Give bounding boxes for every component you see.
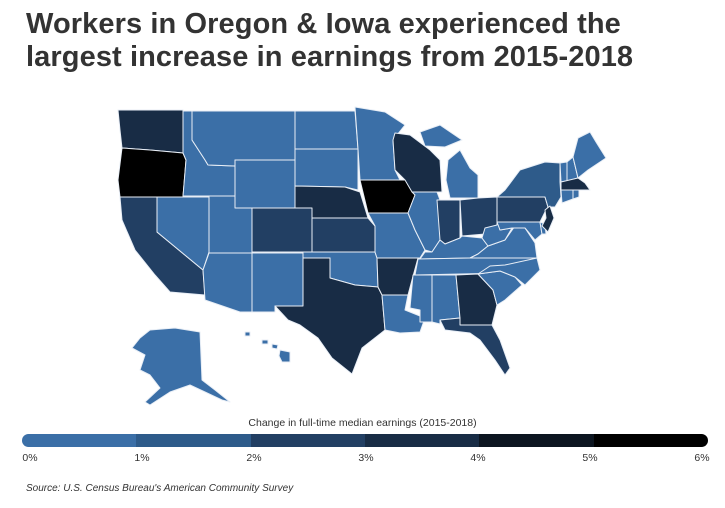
legend-swatch-1: [136, 434, 251, 447]
chart-title: Workers in Oregon & Iowa experienced the…: [26, 8, 634, 73]
state-or: [117, 147, 187, 198]
legend-swatch-0: [22, 434, 137, 447]
state-fl: [439, 317, 511, 376]
state-ak: [131, 327, 231, 406]
legend-color-bar: [22, 434, 708, 447]
state-hi: [271, 343, 279, 350]
state-nm: [251, 252, 304, 313]
legend-tick-label: 2%: [246, 452, 262, 464]
state-il: [407, 191, 441, 253]
state-in: [436, 199, 461, 245]
state-mt: [191, 110, 296, 167]
state-nd: [294, 110, 359, 150]
state-hi: [278, 349, 291, 363]
state-hi: [261, 339, 269, 345]
state-mi: [445, 149, 479, 199]
legend-tick-label: 3%: [358, 452, 374, 464]
state-nc: [477, 257, 541, 286]
legend-caption: Change in full-time median earnings (201…: [248, 417, 477, 429]
state-mi: [419, 124, 463, 148]
state-ri: [572, 189, 580, 200]
state-va: [469, 225, 538, 259]
state-wa: [117, 109, 184, 154]
legend-tick-label: 1%: [134, 452, 150, 464]
state-ia: [359, 179, 416, 214]
state-wy: [234, 159, 296, 209]
state-me: [572, 131, 607, 179]
state-pa: [496, 196, 549, 223]
state-ct: [560, 189, 574, 204]
legend-swatch-2: [250, 434, 365, 447]
legend-tick-label: 6%: [694, 452, 710, 464]
state-tx: [274, 257, 386, 375]
state-hi: [244, 331, 251, 337]
legend-tick-label: 5%: [582, 452, 598, 464]
source-note: Source: U.S. Census Bureau's American Co…: [26, 483, 294, 494]
legend-swatch-4: [479, 434, 594, 447]
legend-tick-label: 0%: [22, 452, 38, 464]
legend-swatch-5: [593, 434, 708, 447]
state-nj: [541, 205, 555, 233]
state-az: [202, 252, 253, 313]
legend-tick-label: 4%: [470, 452, 486, 464]
state-co: [251, 207, 313, 253]
legend-swatch-3: [364, 434, 480, 447]
state-ks: [311, 217, 376, 253]
state-ny: [496, 161, 562, 208]
state-al: [431, 274, 461, 325]
state-la: [381, 294, 426, 334]
state-vt: [559, 161, 568, 183]
state-sd: [294, 148, 359, 191]
